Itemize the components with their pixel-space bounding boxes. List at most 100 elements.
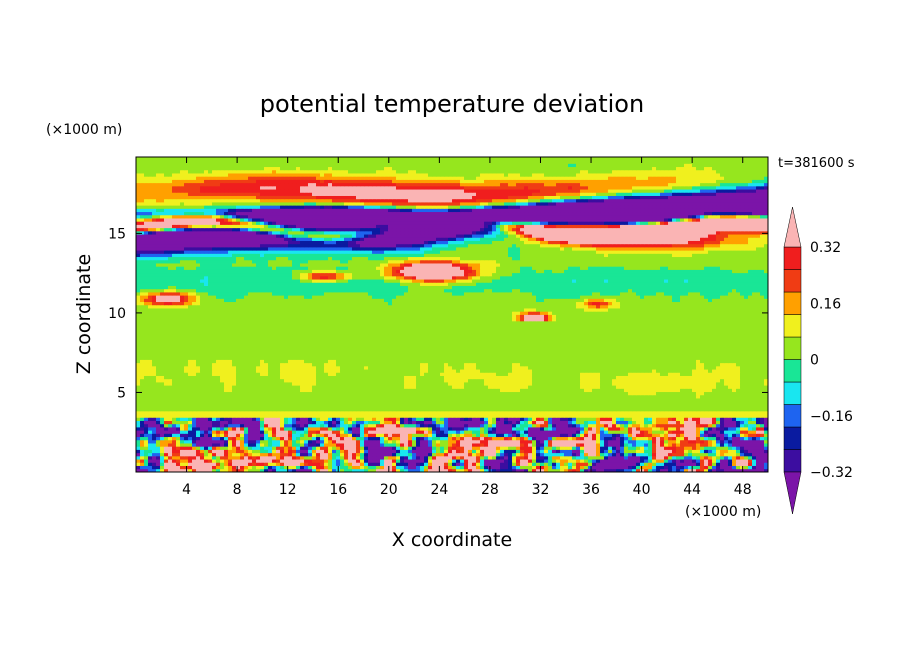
contour-cell <box>156 385 161 389</box>
contour-cell <box>528 410 533 415</box>
contour-cell <box>236 378 241 383</box>
contour-cell <box>332 436 337 441</box>
contour-cell <box>624 439 629 444</box>
contour-cell <box>544 401 549 405</box>
contour-cell <box>304 465 309 470</box>
contour-cell <box>532 388 537 393</box>
contour-cell <box>204 420 209 425</box>
contour-cell <box>436 449 441 454</box>
contour-cell <box>392 382 397 386</box>
contour-cell <box>272 462 277 466</box>
contour-cell <box>520 436 525 441</box>
contour-cell <box>244 423 249 428</box>
contour-cell <box>472 462 477 466</box>
contour-cell <box>516 417 521 421</box>
contour-cell <box>756 401 761 405</box>
contour-cell <box>492 433 497 438</box>
contour-cell <box>488 372 493 376</box>
contour-cell <box>352 375 357 380</box>
contour-cell <box>444 417 449 421</box>
contour-cell <box>584 417 589 421</box>
contour-cell <box>468 394 473 399</box>
contour-cell <box>632 439 637 444</box>
contour-cell <box>304 394 309 399</box>
contour-cell <box>548 388 553 393</box>
contour-cell <box>468 372 473 376</box>
contour-cell <box>216 462 221 466</box>
contour-cell <box>492 407 497 412</box>
contour-cell <box>444 414 449 418</box>
contour-cell <box>176 420 181 425</box>
contour-cell <box>320 385 325 389</box>
contour-cell <box>280 385 285 389</box>
contour-cell <box>200 455 205 460</box>
contour-cell <box>236 465 241 470</box>
contour-cell <box>428 417 433 421</box>
contour-cell <box>440 439 445 444</box>
contour-cell <box>744 443 749 447</box>
contour-cell <box>360 420 365 425</box>
contour-cell <box>736 455 741 460</box>
contour-cell <box>480 410 485 415</box>
contour-cell <box>256 391 261 396</box>
contour-cell <box>232 394 237 399</box>
contour-cell <box>380 398 385 402</box>
contour-cell <box>328 452 333 457</box>
contour-cell <box>536 414 541 418</box>
contour-cell <box>732 430 737 434</box>
contour-cell <box>752 407 757 412</box>
contour-cell <box>424 468 429 472</box>
contour-cell <box>136 401 141 405</box>
contour-cell <box>740 443 745 447</box>
contour-cell <box>348 446 353 450</box>
contour-cell <box>712 433 717 438</box>
contour-cell <box>504 465 509 470</box>
contour-cell <box>496 382 501 386</box>
contour-cell <box>448 465 453 470</box>
contour-cell <box>152 449 157 454</box>
contour-cell <box>468 410 473 415</box>
contour-cell <box>464 443 469 447</box>
contour-cell <box>336 410 341 415</box>
contour-cell <box>756 468 761 472</box>
contour-cell <box>280 369 285 373</box>
contour-cell <box>532 427 537 431</box>
contour-cell <box>516 436 521 441</box>
contour-cell <box>724 391 729 396</box>
contour-cell <box>244 382 249 386</box>
contour-cell <box>600 388 605 393</box>
contour-cell <box>496 378 501 383</box>
contour-cell <box>228 423 233 428</box>
contour-cell <box>244 407 249 412</box>
contour-cell <box>552 398 557 402</box>
contour-cell <box>556 372 561 376</box>
contour-cell <box>332 407 337 412</box>
contour-cell <box>248 420 253 425</box>
contour-cell <box>228 388 233 393</box>
contour-cell <box>168 407 173 412</box>
contour-cell <box>444 420 449 425</box>
contour-cell <box>684 391 689 396</box>
contour-cell <box>188 375 193 380</box>
contour-cell <box>260 394 265 399</box>
contour-cell <box>404 417 409 421</box>
contour-cell <box>168 459 173 463</box>
contour-cell <box>756 378 761 383</box>
contour-cell <box>708 420 713 425</box>
contour-cell <box>688 468 693 472</box>
contour-cell <box>400 375 405 380</box>
contour-cell <box>148 455 153 460</box>
contour-cell <box>168 417 173 421</box>
contour-cell <box>724 449 729 454</box>
contour-cell <box>424 372 429 376</box>
contour-cell <box>624 404 629 409</box>
contour-cell <box>684 401 689 405</box>
contour-cell <box>144 394 149 399</box>
contour-cell <box>664 375 669 380</box>
contour-cell <box>572 401 577 405</box>
contour-cell <box>432 446 437 450</box>
contour-cell <box>616 375 621 380</box>
contour-cell <box>500 404 505 409</box>
contour-cell <box>364 455 369 460</box>
contour-cell <box>652 430 657 434</box>
